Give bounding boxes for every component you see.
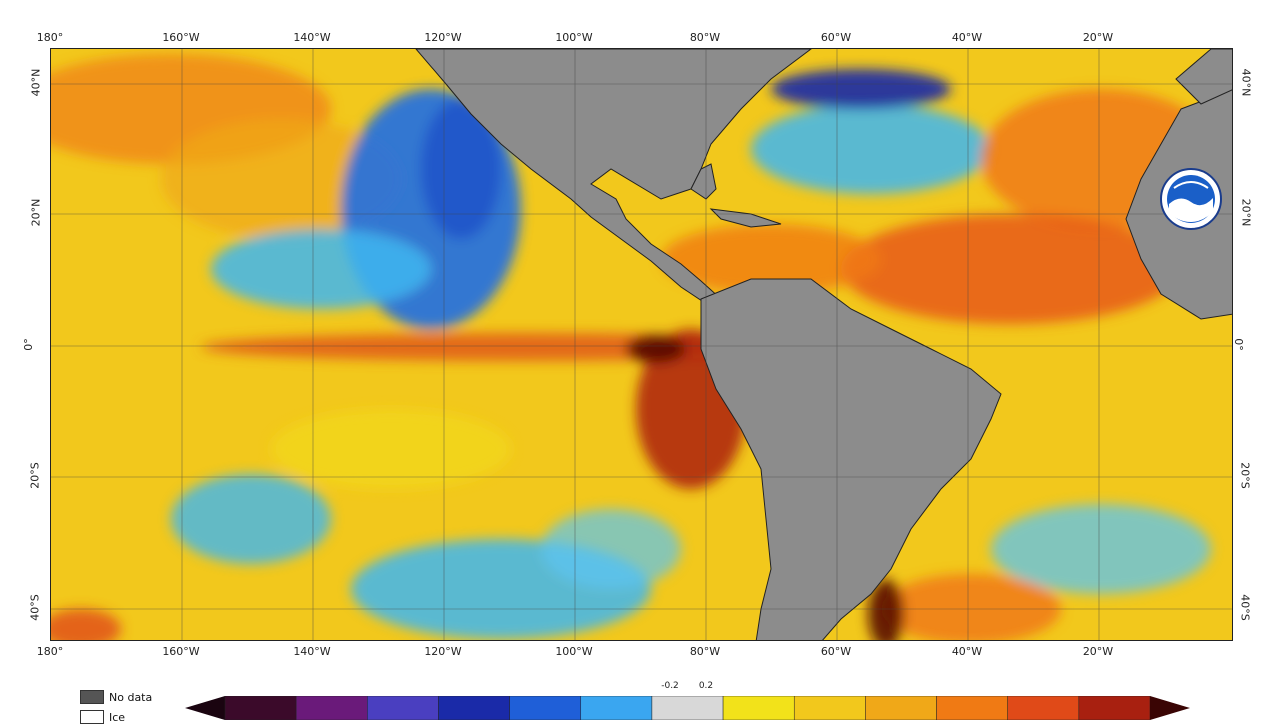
anomaly-cool-n-atlantic <box>751 104 991 194</box>
anomaly-cool-spac-a <box>171 474 331 564</box>
top-longitude-label: 120°W <box>424 31 462 44</box>
colorbar-arrow-left <box>185 696 225 720</box>
bottom-longitude-label: 60°W <box>820 645 852 658</box>
left-latitude-label: 40°S <box>28 594 42 621</box>
colorbar-segment <box>367 696 439 720</box>
colorbar-tick-pos: 0.2 <box>698 681 714 691</box>
anomaly-dark-falklands <box>868 579 904 640</box>
colorbar-segment <box>580 696 653 720</box>
sst-anomaly-map <box>50 48 1233 641</box>
bottom-longitude-label: 120°W <box>424 645 462 658</box>
anomaly-cool-s-atlantic <box>991 504 1211 594</box>
map-title-strip <box>300 0 980 6</box>
anomaly-warm-caribbean <box>661 224 881 294</box>
top-longitude-label: 40°W <box>951 31 983 44</box>
landmass-cuba <box>709 208 782 228</box>
landmass-south-america <box>700 278 1002 640</box>
colorbar-arrow-right <box>1150 696 1190 720</box>
bottom-longitude-label: 20°W <box>1082 645 1114 658</box>
colorbar-segment <box>295 696 368 720</box>
left-latitude-label: 20°N <box>29 198 43 227</box>
colorbar-segment <box>509 696 582 720</box>
colorbar-segment <box>1007 696 1080 720</box>
landmass-north-america <box>415 49 812 322</box>
anomaly-blobs <box>51 54 1221 640</box>
bottom-longitude-label: 180° <box>36 645 64 658</box>
top-longitude-label: 60°W <box>820 31 852 44</box>
top-longitude-label: 180° <box>36 31 64 44</box>
colorbar-segment <box>936 696 1008 720</box>
bottom-longitude-label: 140°W <box>293 645 331 658</box>
graticule <box>51 49 1232 640</box>
colorbar-segment <box>1078 696 1151 720</box>
top-longitude-label: 100°W <box>555 31 593 44</box>
right-latitude-label: 20°S <box>1238 462 1252 489</box>
anomaly-cool-gulf-stream <box>771 69 951 109</box>
anomaly-warm-s-atlantic <box>881 574 1061 640</box>
noaa-logo-icon <box>1160 168 1222 230</box>
ice-swatch <box>80 710 104 724</box>
top-longitude-label: 80°W <box>689 31 721 44</box>
anomaly-warm-tropical-atlantic <box>841 214 1181 324</box>
colorbar-segment <box>793 696 866 720</box>
right-latitude-label: 40°N <box>1239 68 1253 97</box>
colorbar-segment <box>722 696 795 720</box>
top-longitude-label: 20°W <box>1082 31 1114 44</box>
colorbar <box>185 696 1190 720</box>
landmass-florida <box>690 163 717 200</box>
ice-label: Ice <box>109 711 126 724</box>
colorbar-segment <box>651 696 724 720</box>
colorbar-tick-neg: -0.2 <box>661 681 679 691</box>
colorbar-segment <box>224 696 297 720</box>
bottom-longitude-label: 40°W <box>951 645 983 658</box>
left-latitude-label: 0° <box>21 338 35 351</box>
anomaly-peru-core <box>626 335 686 363</box>
landmass-europe <box>1175 49 1232 105</box>
top-longitude-label: 140°W <box>293 31 331 44</box>
anomaly-warm-sw-corner <box>51 609 121 640</box>
no-data-swatch <box>80 690 104 704</box>
top-longitude-label: 160°W <box>162 31 200 44</box>
left-latitude-label: 20°S <box>28 462 42 489</box>
no-data-label: No data <box>109 691 153 704</box>
right-latitude-label: 40°S <box>1238 594 1252 621</box>
map-canvas <box>51 49 1232 640</box>
colorbar-segment <box>865 696 937 720</box>
anomaly-cool-spac-c <box>541 509 681 589</box>
anomaly-cool-ne-pacific-deep <box>421 99 501 239</box>
right-latitude-label: 0° <box>1231 338 1245 351</box>
anomaly-cool-npac-light <box>211 229 431 309</box>
bottom-longitude-label: 160°W <box>162 645 200 658</box>
bottom-longitude-label: 100°W <box>555 645 593 658</box>
left-latitude-label: 40°N <box>29 68 43 97</box>
right-latitude-label: 20°N <box>1239 198 1253 227</box>
bottom-longitude-label: 80°W <box>689 645 721 658</box>
anomaly-warm-spac <box>271 409 511 489</box>
colorbar-segment <box>438 696 510 720</box>
